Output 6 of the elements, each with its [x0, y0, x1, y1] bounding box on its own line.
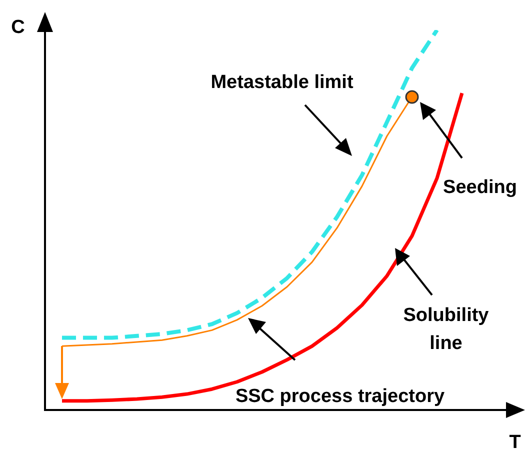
annotation: Seeding [443, 177, 517, 198]
x-axis-title: T [509, 432, 522, 454]
annotation: SSC process trajectory [235, 386, 445, 408]
annotation: Solubility line [403, 305, 490, 354]
y-axis-title: C [11, 17, 26, 38]
annotation: Metastable limit [210, 72, 354, 94]
